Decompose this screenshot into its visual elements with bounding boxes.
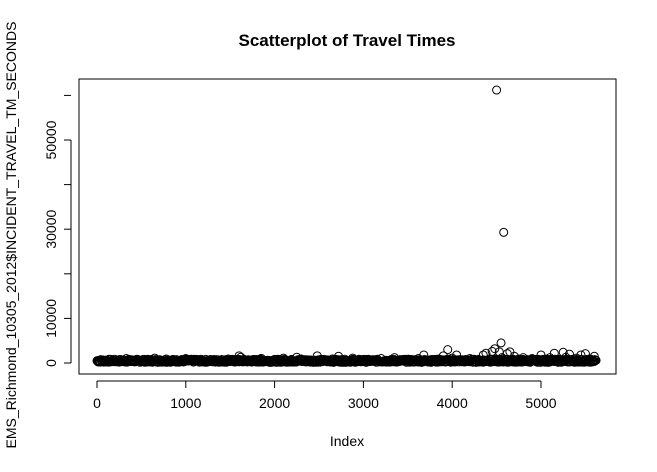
data-point xyxy=(358,354,368,364)
data-point xyxy=(181,354,191,364)
data-point xyxy=(490,344,500,354)
data-point xyxy=(327,354,337,364)
data-point xyxy=(132,355,142,365)
data-point xyxy=(191,354,201,364)
plot-frame xyxy=(78,78,617,375)
x-axis: 0 1000 2000 3000 4000 5000 xyxy=(93,380,557,411)
data-point xyxy=(398,354,408,364)
data-point xyxy=(270,354,280,364)
chart-title: Scatterplot of Travel Times xyxy=(239,31,456,50)
data-point xyxy=(499,227,509,237)
data-point xyxy=(126,357,136,367)
data-point xyxy=(305,356,315,366)
data-point xyxy=(580,349,590,359)
y-tick-label: 30000 xyxy=(43,210,59,249)
x-tick-label: 2000 xyxy=(259,395,290,411)
data-point xyxy=(434,354,444,364)
data-point xyxy=(165,356,175,366)
x-tick-label: 0 xyxy=(93,395,101,411)
data-point xyxy=(274,356,284,366)
data-point xyxy=(286,355,296,365)
data-point xyxy=(250,356,260,366)
data-point xyxy=(438,351,448,361)
data-point xyxy=(93,356,103,366)
data-point xyxy=(496,338,506,348)
data-point xyxy=(591,355,601,365)
data-point xyxy=(199,356,209,366)
data-point xyxy=(452,350,462,360)
data-point xyxy=(121,354,131,364)
data-point xyxy=(518,353,528,363)
data-point xyxy=(367,355,377,365)
data-point xyxy=(567,354,577,364)
y-axis: 0 10000 30000 50000 xyxy=(43,94,72,367)
data-point xyxy=(296,354,306,364)
data-point xyxy=(505,347,515,357)
data-point xyxy=(150,353,160,363)
data-point xyxy=(527,354,537,364)
x-tick-label: 5000 xyxy=(525,395,556,411)
data-point xyxy=(186,356,196,366)
data-point xyxy=(572,353,582,363)
data-point xyxy=(334,351,344,361)
data-point xyxy=(154,356,164,366)
data-point xyxy=(509,351,519,361)
data-point xyxy=(108,356,118,366)
data-point xyxy=(540,354,550,364)
x-tick-label: 1000 xyxy=(170,395,201,411)
y-axis-label: EMS_Richmond_10305_2012$INCIDENT_TRAVEL_… xyxy=(3,22,19,449)
data-point xyxy=(243,355,253,365)
x-tick-label: 3000 xyxy=(348,395,379,411)
data-point xyxy=(447,353,457,363)
data-point xyxy=(97,357,107,367)
data-point xyxy=(318,355,328,365)
y-tick-label: 10000 xyxy=(43,299,59,338)
data-point xyxy=(523,355,533,365)
data-point xyxy=(558,347,568,357)
data-point xyxy=(478,350,488,360)
data-point xyxy=(312,351,322,361)
x-axis-label: Index xyxy=(330,433,364,449)
data-point xyxy=(576,350,586,360)
data-point xyxy=(212,355,222,365)
data-point xyxy=(585,354,595,364)
data-point xyxy=(389,353,399,363)
data-point xyxy=(564,349,574,359)
data-point xyxy=(425,355,435,365)
data-point xyxy=(206,355,216,365)
data-point xyxy=(407,355,417,365)
data-point xyxy=(376,354,386,364)
data-point xyxy=(487,346,497,356)
data-point xyxy=(256,353,266,363)
y-tick-label: 50000 xyxy=(43,120,59,159)
data-point xyxy=(354,356,364,366)
data-point xyxy=(223,354,233,364)
data-point xyxy=(500,354,510,364)
data-point xyxy=(234,351,244,361)
data-point xyxy=(172,355,182,365)
data-point xyxy=(263,355,272,365)
data-point xyxy=(474,356,484,366)
y-tick-label: 0 xyxy=(43,359,59,367)
data-point xyxy=(348,353,358,363)
data-point xyxy=(492,85,502,95)
data-point xyxy=(514,354,524,364)
data-point xyxy=(103,356,113,366)
data-point xyxy=(385,355,395,365)
data-point xyxy=(119,356,129,366)
data-point xyxy=(589,351,599,361)
data-point xyxy=(549,348,559,358)
data-point xyxy=(292,352,302,362)
data-points xyxy=(92,85,601,367)
x-tick-label: 4000 xyxy=(437,395,468,411)
data-point xyxy=(532,355,542,365)
data-point xyxy=(419,350,429,360)
data-point xyxy=(443,345,453,355)
data-point xyxy=(465,354,475,364)
data-point xyxy=(456,355,466,365)
